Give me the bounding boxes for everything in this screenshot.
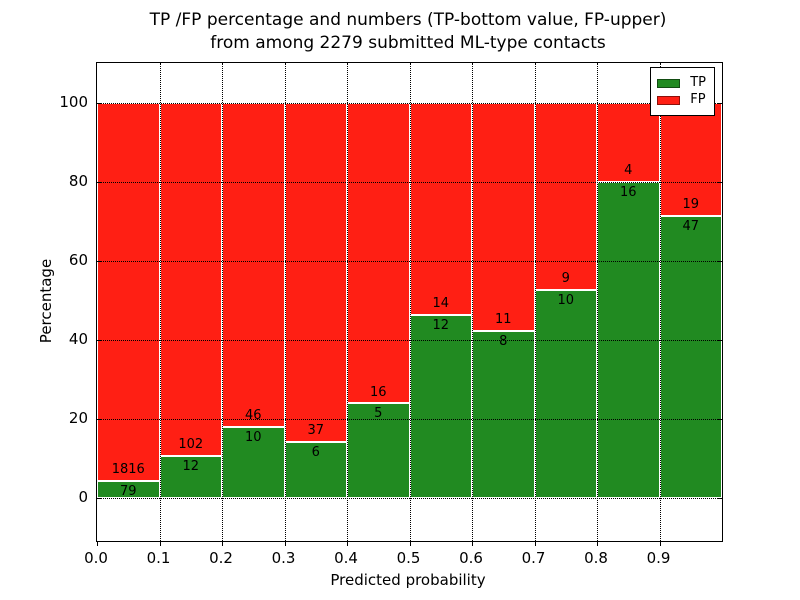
tp-count-label: 10 bbox=[557, 292, 575, 308]
vertical-gridline bbox=[472, 63, 473, 541]
x-tick-label: 0.7 bbox=[521, 549, 546, 567]
fp-bar-segment bbox=[347, 102, 410, 404]
y-tick-mark bbox=[97, 339, 102, 341]
y-tick-mark bbox=[97, 260, 102, 262]
tp-bar-segment bbox=[97, 481, 160, 498]
tp-bar-segment bbox=[472, 331, 535, 498]
y-tick-label: 60 bbox=[68, 250, 88, 269]
fp-count-label: 11 bbox=[494, 312, 512, 328]
tp-count-label: 79 bbox=[119, 484, 137, 500]
vertical-gridline bbox=[659, 63, 661, 541]
tp-bar-segment bbox=[534, 289, 597, 498]
y-tick-mark bbox=[717, 260, 722, 262]
tp-count-label: 47 bbox=[682, 219, 700, 235]
vertical-gridline bbox=[159, 63, 161, 541]
tp-bar-segment bbox=[659, 216, 722, 498]
legend-label-fp: FP bbox=[690, 92, 706, 107]
vertical-gridline bbox=[222, 63, 223, 541]
y-tick-mark bbox=[97, 102, 102, 104]
fp-bar-segment bbox=[597, 102, 660, 182]
fp-bar-segment bbox=[534, 102, 597, 290]
x-axis-label: Predicted probability bbox=[330, 571, 486, 589]
tp-count-label: 6 bbox=[311, 445, 320, 461]
chart-title: TP /FP percentage and numbers (TP-bottom… bbox=[150, 9, 667, 55]
fp-bar-segment bbox=[97, 102, 160, 482]
x-tick-mark bbox=[472, 541, 473, 546]
x-tick-mark bbox=[409, 541, 411, 546]
x-tick-label: 0.1 bbox=[146, 549, 171, 567]
tp-count-label: 12 bbox=[432, 318, 450, 334]
vertical-gridline bbox=[597, 63, 598, 541]
x-tick-label: 0.5 bbox=[396, 549, 421, 567]
fp-count-label: 19 bbox=[682, 197, 700, 213]
tp-count-label: 12 bbox=[182, 458, 200, 474]
plot-area: 1816 79 102 12 46 10 37 6 16 5 14 12 11 8 9 10 4 16 19 47 T… bbox=[96, 62, 723, 546]
chart-title-line1: TP /FP percentage and numbers (TP-bottom… bbox=[149, 10, 667, 30]
y-tick-mark bbox=[717, 181, 722, 183]
x-tick-mark bbox=[97, 541, 98, 546]
legend-item-fp: FP bbox=[657, 93, 706, 107]
fp-count-label: 14 bbox=[432, 296, 450, 312]
fp-count-label: 1816 bbox=[111, 462, 145, 478]
tp-count-label: 16 bbox=[619, 184, 637, 200]
y-tick-label: 100 bbox=[59, 92, 88, 111]
y-tick-mark bbox=[717, 418, 722, 420]
y-tick-mark bbox=[717, 339, 722, 341]
y-axis-label: Percentage bbox=[37, 258, 55, 344]
x-tick-label: 0.2 bbox=[209, 549, 233, 567]
y-tick-mark bbox=[97, 181, 102, 183]
fp-count-label: 46 bbox=[244, 408, 262, 424]
fp-count-label: 4 bbox=[624, 162, 633, 178]
vertical-gridline bbox=[284, 63, 286, 541]
y-tick-mark bbox=[97, 497, 102, 499]
x-tick-mark bbox=[159, 541, 161, 546]
x-tick-label: 0.8 bbox=[584, 549, 608, 567]
fp-count-label: 37 bbox=[307, 423, 325, 439]
vertical-gridline bbox=[347, 63, 348, 541]
y-tick-label: 0 bbox=[78, 487, 88, 506]
tp-count-label: 5 bbox=[374, 406, 383, 422]
x-tick-label: 0.4 bbox=[334, 549, 358, 567]
fp-bar-segment bbox=[284, 102, 347, 443]
x-tick-label: 0.9 bbox=[646, 549, 671, 567]
x-tick-label: 0.0 bbox=[84, 549, 108, 567]
legend-label-tp: TP bbox=[690, 75, 706, 90]
y-tick-mark bbox=[97, 418, 102, 420]
tp-bar-segment bbox=[159, 455, 222, 498]
fp-bar-segment bbox=[409, 102, 472, 316]
x-tick-mark bbox=[284, 541, 286, 546]
y-tick-mark bbox=[717, 102, 722, 104]
x-tick-mark bbox=[534, 541, 536, 546]
legend-item-tp: TP bbox=[657, 76, 706, 90]
chart-title-line2: from among 2279 submitted ML-type contac… bbox=[210, 33, 606, 53]
fp-count-label: 16 bbox=[369, 384, 387, 400]
tp-bar-segment bbox=[409, 315, 472, 498]
fp-bar-segment bbox=[222, 102, 285, 427]
x-tick-mark bbox=[347, 541, 348, 546]
y-tick-label: 40 bbox=[68, 329, 88, 348]
vertical-gridline bbox=[534, 63, 536, 541]
fp-legend-swatch bbox=[657, 95, 681, 105]
x-tick-label: 0.3 bbox=[271, 549, 296, 567]
x-tick-mark bbox=[222, 541, 223, 546]
fp-bar-segment bbox=[472, 102, 535, 332]
y-tick-label: 20 bbox=[68, 408, 88, 427]
y-tick-mark bbox=[717, 497, 722, 499]
tp-count-label: 8 bbox=[499, 334, 508, 350]
x-tick-mark bbox=[659, 541, 661, 546]
y-tick-label: 80 bbox=[68, 171, 88, 190]
tp-count-label: 10 bbox=[244, 430, 262, 445]
vertical-gridline bbox=[409, 63, 411, 541]
x-tick-mark bbox=[597, 541, 598, 546]
x-tick-label: 0.6 bbox=[459, 549, 483, 567]
fp-count-label: 9 bbox=[561, 270, 570, 286]
legend: TP FP bbox=[650, 67, 715, 116]
tp-legend-swatch bbox=[657, 78, 681, 88]
fp-count-label: 102 bbox=[178, 436, 204, 452]
fp-bar-segment bbox=[159, 102, 222, 456]
